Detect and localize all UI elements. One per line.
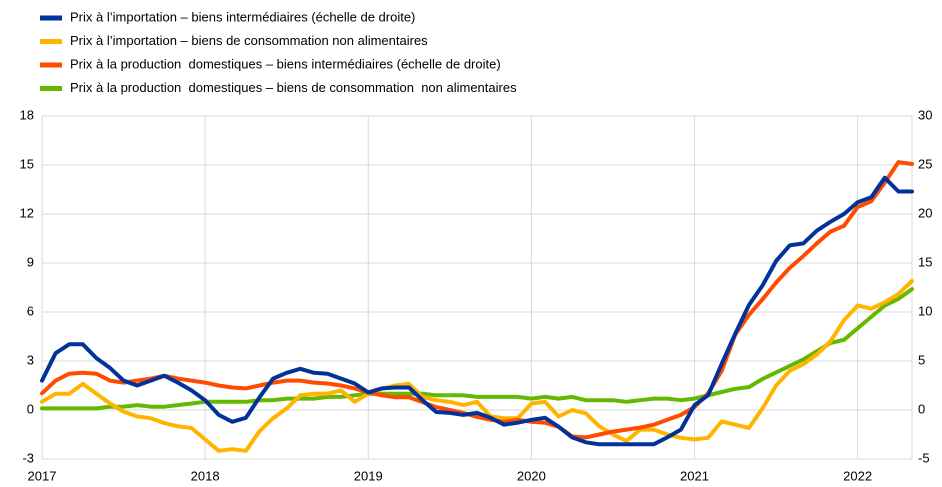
x-tick-label: 2021 [680, 468, 709, 483]
y2-tick-label: 20 [918, 205, 932, 220]
x-tick-label: 2022 [843, 468, 872, 483]
x-tick-label: 2020 [517, 468, 546, 483]
y2-tick-label: -5 [918, 450, 930, 465]
series-line [40, 279, 914, 453]
y-tick-label: 12 [20, 205, 34, 220]
y-tick-label: 15 [20, 156, 34, 171]
y-tick-label: 3 [27, 352, 34, 367]
legend-label: Prix à l’importation – biens intermédiai… [70, 9, 415, 24]
y-tick-label: 18 [20, 107, 34, 122]
series-line [40, 175, 914, 447]
series-line [40, 160, 914, 440]
y2-tick-label: 5 [918, 352, 925, 367]
series-line [40, 287, 914, 411]
legend-label: Prix à l’importation – biens de consomma… [70, 33, 428, 48]
y2-tick-label: 0 [918, 401, 925, 416]
y2-tick-label: 30 [918, 107, 932, 122]
x-tick-label: 2017 [28, 468, 57, 483]
y2-tick-label: 25 [918, 156, 932, 171]
y-tick-label: 9 [27, 254, 34, 269]
y2-tick-label: 15 [918, 254, 932, 269]
legend-label: Prix à la production domestiques – biens… [70, 80, 517, 95]
y-tick-label: 6 [27, 303, 34, 318]
y2-tick-label: 10 [918, 303, 932, 318]
y-tick-label: -3 [22, 450, 34, 465]
y-tick-label: 0 [27, 401, 34, 416]
x-tick-label: 2019 [354, 468, 383, 483]
x-tick-label: 2018 [191, 468, 220, 483]
legend-label: Prix à la production domestiques – biens… [70, 56, 501, 71]
